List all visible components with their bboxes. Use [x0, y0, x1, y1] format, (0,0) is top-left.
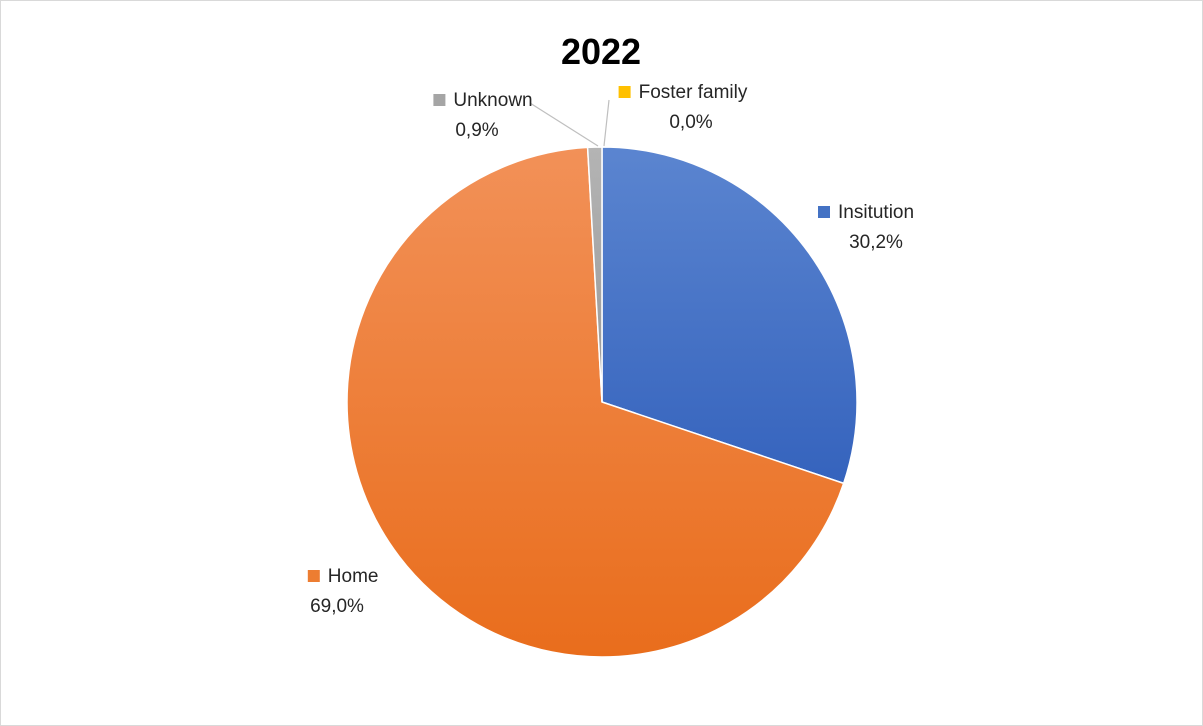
data-label-value-foster-family: 0,0% [669, 112, 712, 133]
legend-key-home [307, 570, 320, 582]
pie-slices [346, 146, 858, 658]
data-label-name-home: Home [328, 566, 379, 587]
data-label-value-unknown: 0,9% [455, 120, 498, 141]
data-label-value-insitution: 30,2% [849, 232, 903, 253]
data-label-name-insitution: Insitution [838, 202, 914, 223]
pie-slice-insitution [601, 146, 858, 485]
leader-line-foster-family [603, 99, 610, 147]
legend-key-foster-family [618, 86, 631, 98]
data-label-name-foster-family: Foster family [639, 82, 748, 103]
leader-lines [529, 99, 610, 147]
legend-key-unknown [433, 94, 446, 106]
data-labels: Insitution 30,2% Home 69,0% Unknown 0,9% Foste… [307, 82, 914, 617]
pie-slice-unknown [586, 146, 603, 403]
leader-line-unknown [529, 102, 599, 147]
data-label-name-unknown: Unknown [453, 90, 532, 111]
legend-key-insitution [818, 206, 830, 218]
chart-title: 2022 [561, 31, 641, 72]
data-label-value-home: 69,0% [310, 596, 364, 617]
pie-slice-home [346, 146, 845, 658]
